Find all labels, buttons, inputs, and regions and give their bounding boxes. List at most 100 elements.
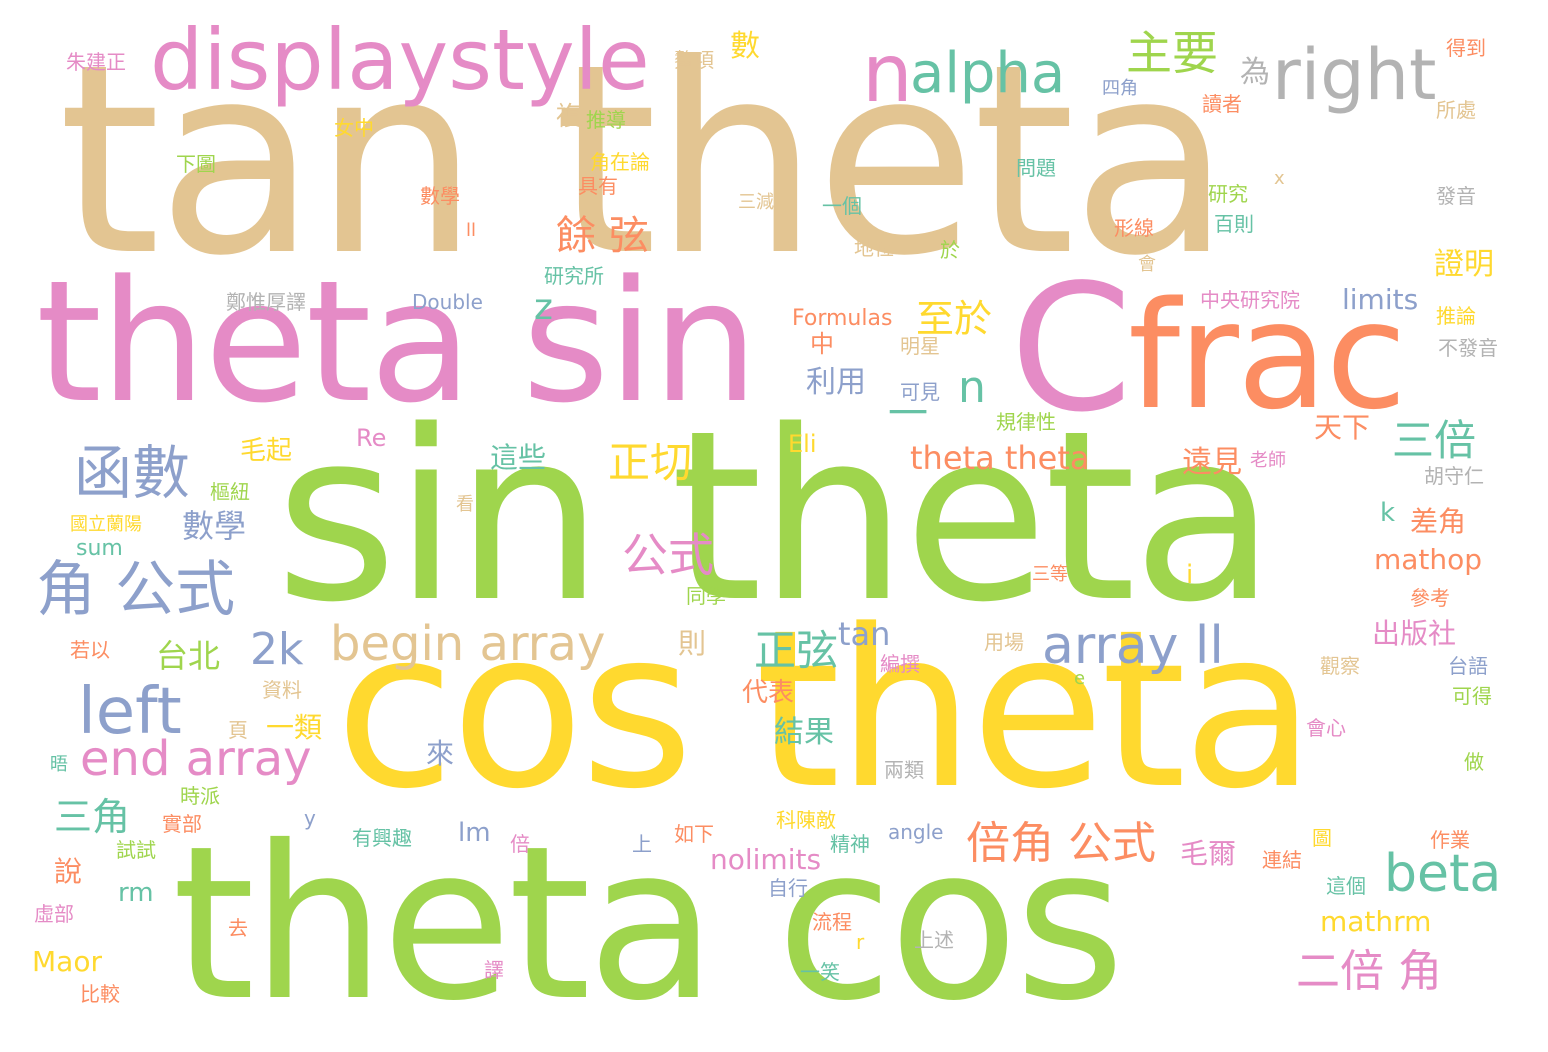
word-liyong: 利用 [806, 365, 866, 400]
word-tianxia: 天下 [1314, 411, 1371, 444]
word-alpha: alpha [910, 41, 1066, 106]
word-z: z [534, 287, 553, 328]
word-mingxing: 明星 [900, 334, 940, 358]
word-yi: 一 [888, 391, 928, 437]
word-zhiyu: 至於 [916, 297, 993, 341]
word-daibiao: 代表 [742, 678, 795, 708]
word-eli: Eli [788, 430, 817, 458]
word-liucheng: 流程 [812, 910, 852, 934]
word-zhexie: 這些 [490, 441, 547, 474]
word-yanjiusuo: 研究所 [544, 264, 604, 288]
word-formulas: Formulas [792, 306, 893, 331]
word-hui: 會 [1138, 254, 1156, 275]
word-fayin: 發音 [1436, 184, 1476, 208]
word-shu: 數 [730, 29, 760, 64]
word-juyou: 具有 [578, 174, 618, 198]
word-ziliao: 資料 [262, 678, 302, 702]
word-sanjian: 三減 [738, 192, 774, 213]
word-yongchang: 用場 [984, 630, 1024, 654]
word-zuoye: 作業 [1430, 828, 1470, 852]
word-beta: beta [1384, 844, 1502, 904]
word-ll: ll [466, 220, 477, 241]
word-x: x [1274, 168, 1285, 189]
word-duzhe: 讀者 [1202, 92, 1242, 116]
word-lianglei: 兩類 [884, 758, 924, 782]
word-zhengqie: 正切 [608, 438, 693, 487]
word-limits: limits [1342, 283, 1419, 316]
word-xiatu: 下圖 [176, 152, 216, 176]
word-re: Re [356, 424, 387, 452]
word-erbei-jiao: 二倍 角 [1296, 946, 1442, 997]
word-c: C [1010, 248, 1133, 451]
word-kan: 看 [456, 494, 474, 515]
word-maoer: 毛爾 [1180, 837, 1237, 870]
word-rm: rm [118, 878, 154, 908]
word-zhujianzheng: 朱建正 [66, 50, 126, 74]
word-hanshu: 函數 [74, 439, 191, 507]
word-jiaozailun: 角在論 [590, 150, 650, 174]
word-shangshu: 上述 [914, 928, 954, 952]
word-begin-array: begin array [330, 616, 606, 672]
word-yi-translate: 譯 [484, 958, 504, 982]
word-zhengxian: 正弦 [754, 626, 839, 675]
word-ze: 則 [678, 627, 707, 660]
word-shang: 上 [632, 832, 652, 856]
word-sijiao: 四角 [1102, 78, 1138, 99]
word-zhuyao: 主要 [1126, 26, 1218, 80]
word-nolimits: nolimits [710, 843, 822, 876]
word-taiyu: 台語 [1448, 654, 1488, 678]
word-tuidao: 推導 [586, 108, 626, 132]
word-chajiao: 差角 [1410, 505, 1467, 538]
word-dedao: 得到 [1446, 36, 1486, 60]
word-zixing: 自行 [768, 876, 808, 900]
word-yuxian: 餘 弦 [556, 213, 649, 259]
word-cankao: 參考 [1410, 586, 1450, 610]
word-diwei: 地位 [854, 236, 894, 260]
word-shibu: 實部 [162, 812, 202, 836]
word-laoshi: 老師 [1250, 450, 1286, 471]
word-zuo: 做 [1464, 750, 1484, 774]
word-lianjie: 連結 [1262, 848, 1302, 872]
word-ruxia: 如下 [674, 822, 714, 846]
word-shuxue-blue: 數學 [182, 507, 247, 545]
word-array-ll: array ll [1042, 616, 1224, 676]
word-ye: 頁 [228, 718, 248, 742]
word-maor: Maor [32, 945, 102, 978]
word-kejian: 可見 [900, 380, 940, 404]
word-shuo: 說 [54, 855, 83, 888]
word-guolilanyang: 國立蘭陽 [70, 514, 142, 535]
word-zhong: 中 [810, 330, 834, 358]
word-zhongyangyanjiuyuan: 中央研究院 [1200, 288, 1300, 312]
word-theta-cos: theta cos [172, 800, 1125, 1047]
word-kechendi: 科陳敵 [776, 808, 836, 832]
word-hushouren: 胡守仁 [1424, 464, 1484, 488]
word-tongxue: 同學 [686, 584, 726, 608]
word-k: k [1380, 498, 1396, 528]
word-huixin: 會心 [1306, 716, 1346, 740]
word-guilvxing: 規律性 [996, 410, 1056, 434]
word-right: right [1272, 34, 1437, 116]
word-displaystyle: displaystyle [150, 11, 650, 109]
word-sin-theta: sin theta [275, 381, 1276, 654]
word-i: i [1186, 560, 1194, 590]
word-kede: 可得 [1452, 684, 1492, 708]
word-bijiao: 比較 [80, 982, 120, 1006]
word-zhengweihouyi: 鄭惟厚譯 [226, 290, 306, 314]
word-sum: sum [76, 536, 123, 561]
word-zhengming: 證明 [1434, 247, 1494, 282]
word-wenti: 問題 [1016, 156, 1056, 180]
word-sanbei: 三倍 [1392, 416, 1477, 465]
word-sandeng: 三等 [1032, 564, 1068, 585]
word-theta-theta: theta theta [910, 439, 1090, 477]
word-lai: 來 [426, 737, 455, 770]
word-frac: frac [1128, 270, 1407, 442]
word-lm: lm [458, 818, 491, 848]
word-angle: angle [888, 820, 944, 844]
word-aoxiang: 鰲項 [674, 48, 714, 72]
word-shishi: 試試 [116, 838, 156, 862]
word-yanjiu: 研究 [1208, 182, 1248, 206]
word-baize: 百則 [1214, 212, 1254, 236]
word-yilei: 一類 [266, 711, 323, 744]
word-yu: 於 [940, 238, 960, 262]
word-y: y [304, 806, 316, 830]
